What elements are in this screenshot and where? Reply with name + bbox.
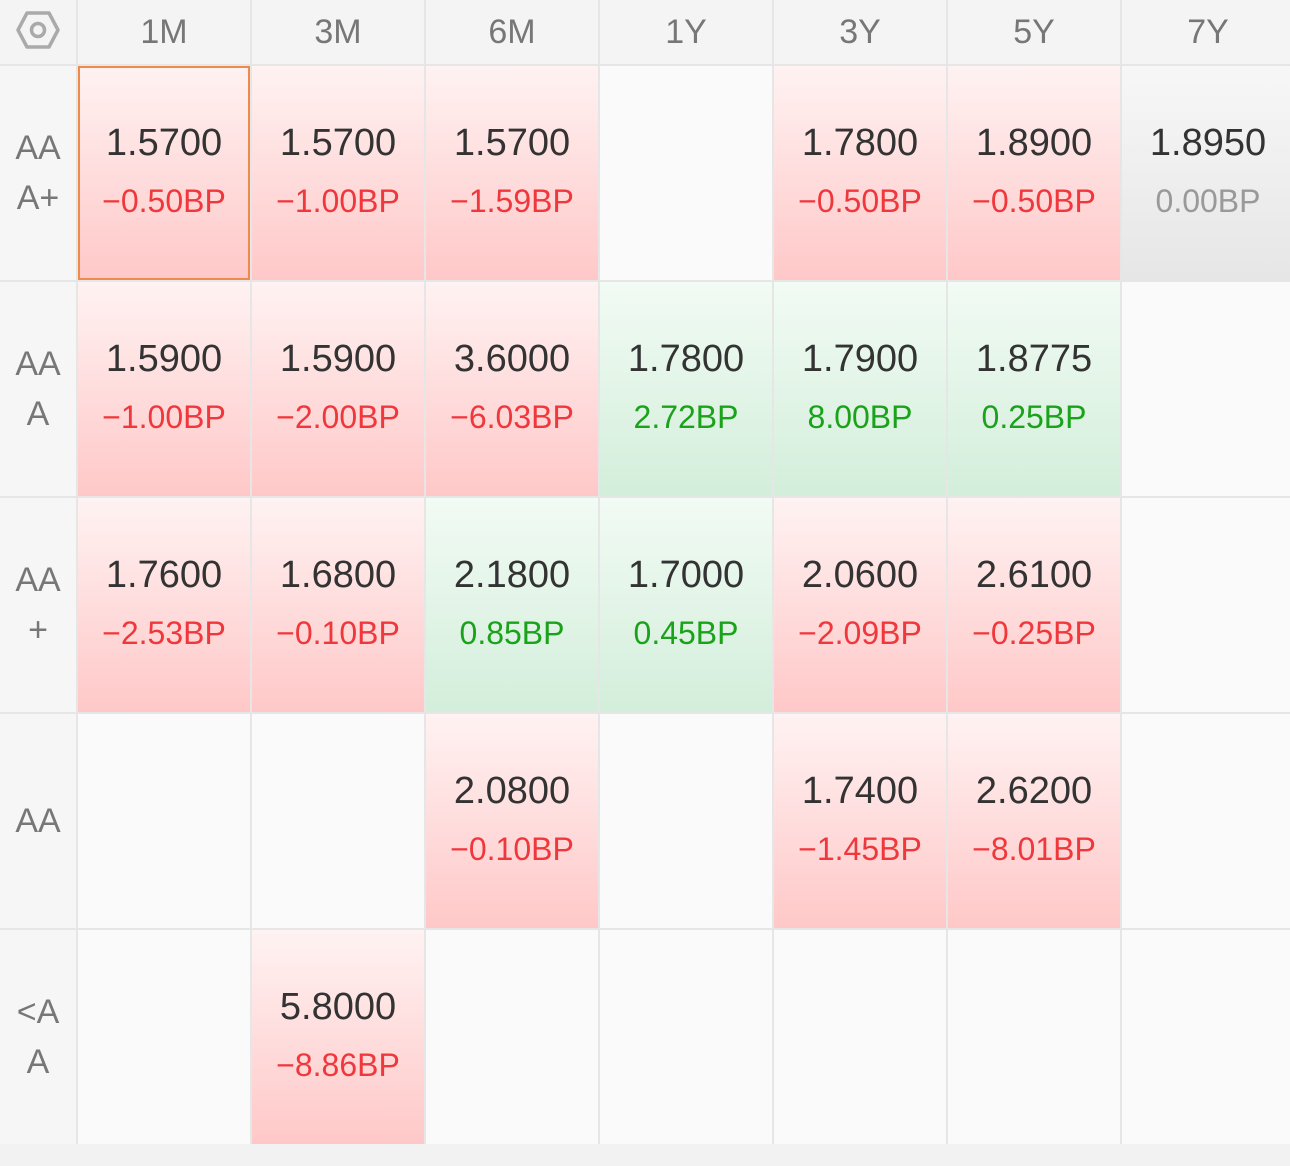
empty-cell [1122, 714, 1290, 928]
settings-button[interactable] [0, 0, 76, 64]
rate-cell[interactable]: 1.7600 −2.53BP [78, 498, 250, 712]
empty-cell [426, 930, 598, 1144]
column-header-1y[interactable]: 1Y [600, 0, 772, 64]
rate-cell[interactable]: 1.5700 −1.00BP [252, 66, 424, 280]
rate-cell[interactable]: 1.7000 0.45BP [600, 498, 772, 712]
rate-value: 1.7900 [801, 338, 919, 380]
rate-cell[interactable]: 2.0800 −0.10BP [426, 714, 598, 928]
rate-cell[interactable]: 1.8900 −0.50BP [948, 66, 1120, 280]
change-value: −0.50BP [972, 183, 1096, 219]
change-value: −0.25BP [972, 615, 1096, 651]
column-header-5y[interactable]: 5Y [948, 0, 1120, 64]
rate-value: 1.7000 [627, 554, 745, 596]
column-header-1m[interactable]: 1M [78, 0, 250, 64]
change-value: −1.00BP [276, 183, 400, 219]
column-header-3y[interactable]: 3Y [774, 0, 946, 64]
rate-cell[interactable]: 1.5900 −1.00BP [78, 282, 250, 496]
rate-value: 2.1800 [453, 554, 571, 596]
empty-cell [600, 66, 772, 280]
change-value: 2.72BP [633, 399, 739, 435]
rate-cell[interactable]: 1.8775 0.25BP [948, 282, 1120, 496]
rate-value: 1.7400 [801, 770, 919, 812]
rate-value: 1.8775 [975, 338, 1093, 380]
rate-cell[interactable]: 1.8950 0.00BP [1122, 66, 1290, 280]
change-value: 0.45BP [633, 615, 739, 651]
change-value: −0.50BP [102, 183, 226, 219]
row-label: AA+ [0, 498, 76, 712]
settings-hex-icon [16, 10, 60, 55]
column-header-7y[interactable]: 7Y [1122, 0, 1290, 64]
rate-value: 2.6100 [975, 554, 1093, 596]
rate-cell[interactable]: 2.6200 −8.01BP [948, 714, 1120, 928]
rate-cell[interactable]: 2.0600 −2.09BP [774, 498, 946, 712]
rate-cell[interactable]: 1.5700 −0.50BP [78, 66, 250, 280]
change-value: −1.59BP [450, 183, 574, 219]
rate-value: 1.6800 [279, 554, 397, 596]
rate-cell[interactable]: 2.6100 −0.25BP [948, 498, 1120, 712]
rate-value: 2.6200 [975, 770, 1093, 812]
change-value: −2.53BP [102, 615, 226, 651]
row-label: AA [0, 714, 76, 928]
empty-cell [948, 930, 1120, 1144]
row-label: AAA [0, 282, 76, 496]
change-value: −6.03BP [450, 399, 574, 435]
empty-cell [1122, 498, 1290, 712]
rate-value: 1.8900 [975, 122, 1093, 164]
rate-cell[interactable]: 1.7400 −1.45BP [774, 714, 946, 928]
change-value: −1.00BP [102, 399, 226, 435]
empty-cell [78, 714, 250, 928]
change-value: −2.09BP [798, 615, 922, 651]
empty-cell [1122, 282, 1290, 496]
rate-value: 1.7600 [105, 554, 223, 596]
change-value: −8.01BP [972, 831, 1096, 867]
column-header-3m[interactable]: 3M [252, 0, 424, 64]
rate-value: 2.0600 [801, 554, 919, 596]
change-value: 8.00BP [807, 399, 913, 435]
row-label-text: AAA+ [15, 129, 61, 217]
rate-cell[interactable]: 2.1800 0.85BP [426, 498, 598, 712]
empty-cell [600, 714, 772, 928]
row-label-text: AA+ [15, 561, 61, 649]
rate-value: 1.5900 [105, 338, 223, 380]
rate-value: 1.7800 [627, 338, 745, 380]
rate-cell[interactable]: 1.7800 −0.50BP [774, 66, 946, 280]
rate-value: 1.7800 [801, 122, 919, 164]
change-value: 0.25BP [981, 399, 1087, 435]
empty-cell [600, 930, 772, 1144]
change-value: 0.85BP [459, 615, 565, 651]
rate-cell[interactable]: 5.8000 −8.86BP [252, 930, 424, 1144]
rate-cell[interactable]: 1.5700 −1.59BP [426, 66, 598, 280]
rate-cell[interactable]: 3.6000 −6.03BP [426, 282, 598, 496]
row-label: AAA+ [0, 66, 76, 280]
empty-cell [1122, 930, 1290, 1144]
rate-value: 1.5700 [105, 122, 223, 164]
change-value: −0.50BP [798, 183, 922, 219]
rate-value: 5.8000 [279, 986, 397, 1028]
empty-cell [252, 714, 424, 928]
rate-value: 1.5900 [279, 338, 397, 380]
change-value: −1.45BP [798, 831, 922, 867]
row-label: <AA [0, 930, 76, 1144]
change-value: −0.10BP [276, 615, 400, 651]
rate-value: 3.6000 [453, 338, 571, 380]
rate-cell[interactable]: 1.5900 −2.00BP [252, 282, 424, 496]
row-label-text: <AA [16, 993, 60, 1081]
row-label-text: AA [15, 802, 61, 840]
rate-value: 2.0800 [453, 770, 571, 812]
rate-cell[interactable]: 1.6800 −0.10BP [252, 498, 424, 712]
change-value: −8.86BP [276, 1047, 400, 1083]
rate-cell[interactable]: 1.7900 8.00BP [774, 282, 946, 496]
rate-cell[interactable]: 1.7800 2.72BP [600, 282, 772, 496]
rate-value: 1.8950 [1149, 122, 1267, 164]
empty-cell [78, 930, 250, 1144]
change-value: −0.10BP [450, 831, 574, 867]
column-header-6m[interactable]: 6M [426, 0, 598, 64]
change-value: 0.00BP [1155, 183, 1261, 219]
rate-value: 1.5700 [279, 122, 397, 164]
empty-cell [774, 930, 946, 1144]
row-label-text: AAA [15, 345, 61, 433]
rate-value: 1.5700 [453, 122, 571, 164]
change-value: −2.00BP [276, 399, 400, 435]
